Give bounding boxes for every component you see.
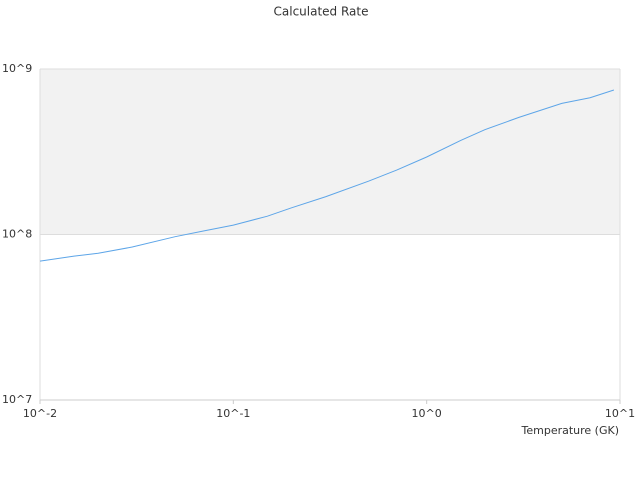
x-tick-label: 10^0 — [412, 407, 442, 420]
x-axis-label: Temperature (GK) — [521, 424, 620, 437]
x-tick-label: 10^-1 — [216, 407, 250, 420]
data-line — [39, 89, 615, 262]
y-tick-label: 10^8 — [2, 228, 32, 241]
x-tick-label: 10^1 — [605, 407, 635, 420]
chart-title: Calculated Rate — [274, 5, 369, 19]
y-tick-label: 10^7 — [2, 393, 32, 406]
x-tick-label: 10^-2 — [23, 407, 57, 420]
y-tick-label: 10^9 — [2, 62, 32, 75]
grid-band — [40, 69, 620, 235]
